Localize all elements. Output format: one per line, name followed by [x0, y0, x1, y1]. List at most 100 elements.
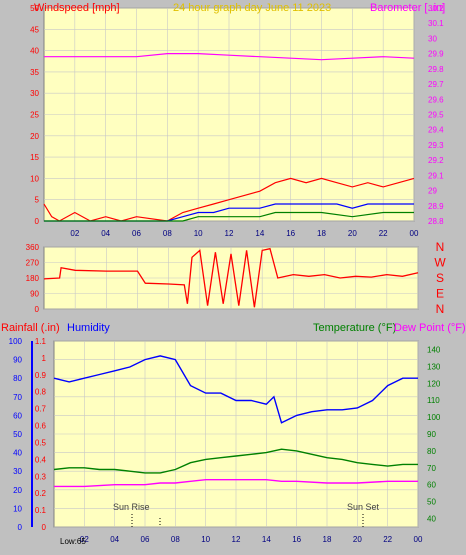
humidity-y-tick: 30	[13, 467, 22, 476]
wind-x-tick: 08	[163, 229, 172, 238]
barometer-y-tick: 29.1	[428, 171, 444, 180]
wind-x-tick: 00	[410, 229, 419, 238]
humidity-x-tick: 12	[232, 535, 241, 544]
compass-label: N	[436, 302, 445, 316]
barometer-y-tick: 29.9	[428, 50, 444, 59]
temp-y-tick: 90	[427, 430, 436, 439]
humidity-y-tick: 0	[18, 523, 23, 532]
wind-y-tick: 5	[35, 196, 40, 205]
humidity-y-tick: 90	[13, 356, 22, 365]
humidity-x-tick: 10	[201, 535, 210, 544]
rain-y-tick: 0.4	[35, 455, 47, 464]
barometer-y-tick: 29.2	[428, 156, 444, 165]
rain-y-tick: 1	[42, 354, 47, 363]
direction-y-tick: 90	[30, 290, 39, 299]
humidity-x-tick: 20	[353, 535, 362, 544]
temp-y-tick: 140	[427, 345, 441, 354]
barometer-y-tick: 29.8	[428, 65, 444, 74]
rain-y-tick: 0.6	[35, 422, 47, 431]
series-avg-wind	[44, 211, 414, 222]
rain-y-tick: 0.7	[35, 405, 47, 414]
barometer-y-tick: 30.1	[428, 19, 444, 28]
wind-x-tick: 06	[132, 229, 141, 238]
barometer-y-tick: 29.3	[428, 141, 444, 150]
rain-y-tick: 0.1	[35, 506, 47, 515]
humidity-y-tick: 20	[13, 486, 22, 495]
wind-y-tick: 35	[30, 68, 39, 77]
rainfall-label: Rainfall (.in)	[1, 322, 60, 334]
humidity-x-tick: 02	[80, 535, 89, 544]
humidity-y-tick: 80	[13, 374, 22, 383]
temperature-label: Temperature (°F)	[313, 322, 396, 334]
humidity-y-tick: 100	[9, 337, 23, 346]
barometer-y-tick: 29.6	[428, 95, 444, 104]
wind-x-tick: 16	[286, 229, 295, 238]
wind-y-tick: 0	[35, 217, 40, 226]
series-temperature	[53, 448, 418, 474]
temp-y-tick: 100	[427, 413, 441, 422]
wind-x-tick: 14	[255, 229, 264, 238]
compass-label: S	[436, 271, 444, 285]
barometer-y-tick: 30	[428, 34, 437, 43]
humidity-y-tick: 40	[13, 449, 22, 458]
humidity-x-tick: 22	[383, 535, 392, 544]
humidity-x-tick: 06	[141, 535, 150, 544]
humidity-x-tick: 14	[262, 535, 271, 544]
rain-y-tick: 0	[42, 523, 47, 532]
temp-y-tick: 130	[427, 362, 441, 371]
windspeed-title: Windspeed [mph]	[34, 2, 120, 14]
wind-y-tick: 25	[30, 111, 39, 120]
wind-x-tick: 12	[225, 229, 234, 238]
barometer-y-tick: 30.2	[428, 4, 444, 13]
rain-y-tick: 0.3	[35, 472, 47, 481]
temp-y-tick: 120	[427, 379, 441, 388]
direction-y-tick: 360	[26, 243, 40, 252]
sunrise-annotation: Sun Rise	[113, 502, 150, 512]
temp-y-tick: 40	[427, 515, 436, 524]
temp-y-tick: 60	[427, 481, 436, 490]
barometer-y-tick: 29.7	[428, 80, 444, 89]
graph-title: 24 hour graph day June 11 2023	[173, 2, 331, 14]
wind-y-tick: 20	[30, 132, 39, 141]
humidity-y-tick: 50	[13, 430, 22, 439]
humidity-x-tick: 16	[292, 535, 301, 544]
low-annotation: Low:65	[60, 537, 86, 546]
rain-y-tick: 0.8	[35, 388, 47, 397]
barometer-y-tick: 29.4	[428, 126, 444, 135]
compass-label: W	[434, 256, 446, 270]
direction-y-tick: 180	[26, 274, 40, 283]
humidity-y-tick: 60	[13, 411, 22, 420]
humidity-x-tick: 00	[414, 535, 423, 544]
wind-x-tick: 04	[101, 229, 110, 238]
wind-x-tick: 18	[317, 229, 326, 238]
series-barometer	[44, 52, 415, 61]
wind-x-tick: 02	[70, 229, 79, 238]
wind-x-tick: 20	[348, 229, 357, 238]
rain-y-tick: 0.2	[35, 489, 47, 498]
sunset-annotation: Sun Set	[347, 502, 380, 512]
humidity-y-tick: 10	[13, 504, 22, 513]
temp-y-tick: 50	[427, 498, 436, 507]
direction-y-tick: 270	[26, 259, 40, 268]
compass-label: N	[436, 240, 445, 254]
humidity-x-tick: 04	[110, 535, 119, 544]
temp-y-tick: 80	[427, 447, 436, 456]
dewpoint-label: Dew Point (°F)	[394, 322, 466, 334]
series-humidity	[53, 355, 418, 424]
barometer-y-tick: 29	[428, 187, 437, 196]
barometer-y-tick: 28.8	[428, 217, 444, 226]
series-direction	[43, 247, 419, 308]
rain-y-tick: 1.1	[35, 337, 47, 346]
wind-y-tick: 10	[30, 174, 39, 183]
humidity-x-tick: 08	[171, 535, 180, 544]
barometer-y-tick: 28.9	[428, 202, 444, 211]
series-dew-point	[54, 479, 418, 488]
wind-y-tick: 45	[30, 25, 39, 34]
compass-label: E	[436, 287, 444, 301]
wind-x-tick: 10	[194, 229, 203, 238]
wind-y-tick: 15	[30, 153, 39, 162]
wind-y-tick: 40	[30, 47, 39, 56]
wind-y-tick: 30	[30, 89, 39, 98]
